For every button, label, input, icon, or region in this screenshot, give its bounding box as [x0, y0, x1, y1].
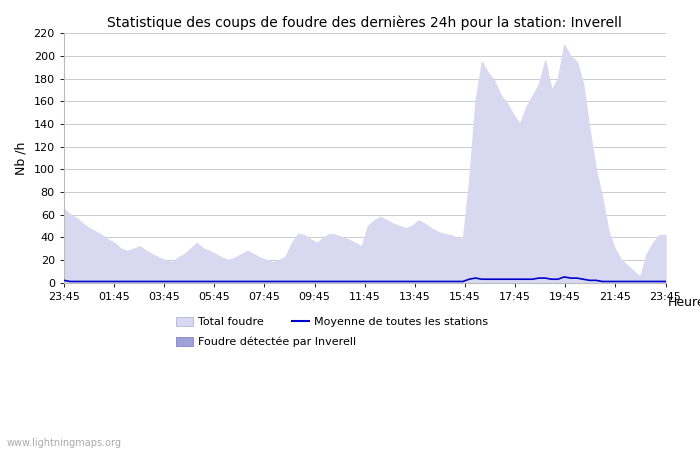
X-axis label: Heure: Heure	[668, 296, 700, 309]
Y-axis label: Nb /h: Nb /h	[15, 141, 28, 175]
Text: www.lightningmaps.org: www.lightningmaps.org	[7, 438, 122, 448]
Legend: Foudre détectée par Inverell: Foudre détectée par Inverell	[172, 333, 361, 352]
Title: Statistique des coups de foudre des dernières 24h pour la station: Inverell: Statistique des coups de foudre des dern…	[107, 15, 622, 30]
